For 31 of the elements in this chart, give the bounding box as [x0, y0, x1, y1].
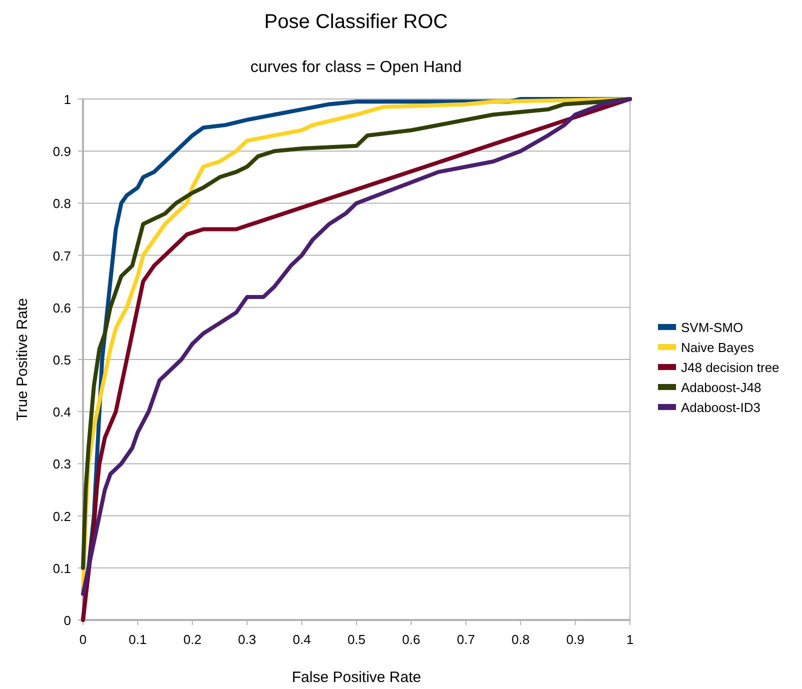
- x-tick-label: 0.6: [402, 632, 420, 647]
- y-tick-label: 0.8: [52, 196, 71, 212]
- y-tick-label: 0.2: [52, 508, 71, 524]
- legend-label: SVM-SMO: [681, 320, 744, 335]
- x-tick-label: 0.5: [347, 632, 366, 647]
- x-tick-label: 1: [626, 632, 634, 647]
- y-tick-label: 0: [64, 613, 71, 628]
- legend-label: Naive Bayes: [681, 340, 754, 355]
- x-tick-label: 0.4: [292, 632, 311, 647]
- y-tick-label: 0.1: [52, 560, 71, 576]
- x-tick-label: 0.1: [128, 632, 147, 647]
- chart-title: Pose Classifier ROC: [264, 11, 448, 33]
- x-tick-label: 0.7: [456, 632, 475, 647]
- legend-label: Adaboost-ID3: [681, 400, 760, 415]
- x-tick-label: 0.3: [238, 632, 256, 647]
- legend-label: Adaboost-J48: [681, 380, 762, 395]
- chart-subtitle: curves for class = Open Hand: [250, 59, 462, 76]
- legend-label: J48 decision tree: [681, 360, 780, 375]
- x-tick-label: 0: [79, 632, 87, 647]
- y-tick-label: 1: [64, 92, 71, 107]
- y-tick-label: 0.6: [52, 300, 71, 316]
- y-tick-label: 0.3: [52, 456, 71, 472]
- y-tick-label: 0.9: [52, 144, 71, 160]
- y-axis-title: True Positive Rate: [14, 298, 31, 421]
- x-tick-label: 0.9: [566, 632, 584, 647]
- x-tick-label: 0.8: [512, 632, 530, 647]
- y-tick-label: 0.7: [52, 248, 71, 264]
- x-tick-label: 0.2: [183, 632, 202, 647]
- x-axis-title: False Positive Rate: [292, 669, 422, 686]
- y-tick-label: 0.4: [52, 404, 71, 420]
- y-tick-label: 0.5: [52, 352, 71, 368]
